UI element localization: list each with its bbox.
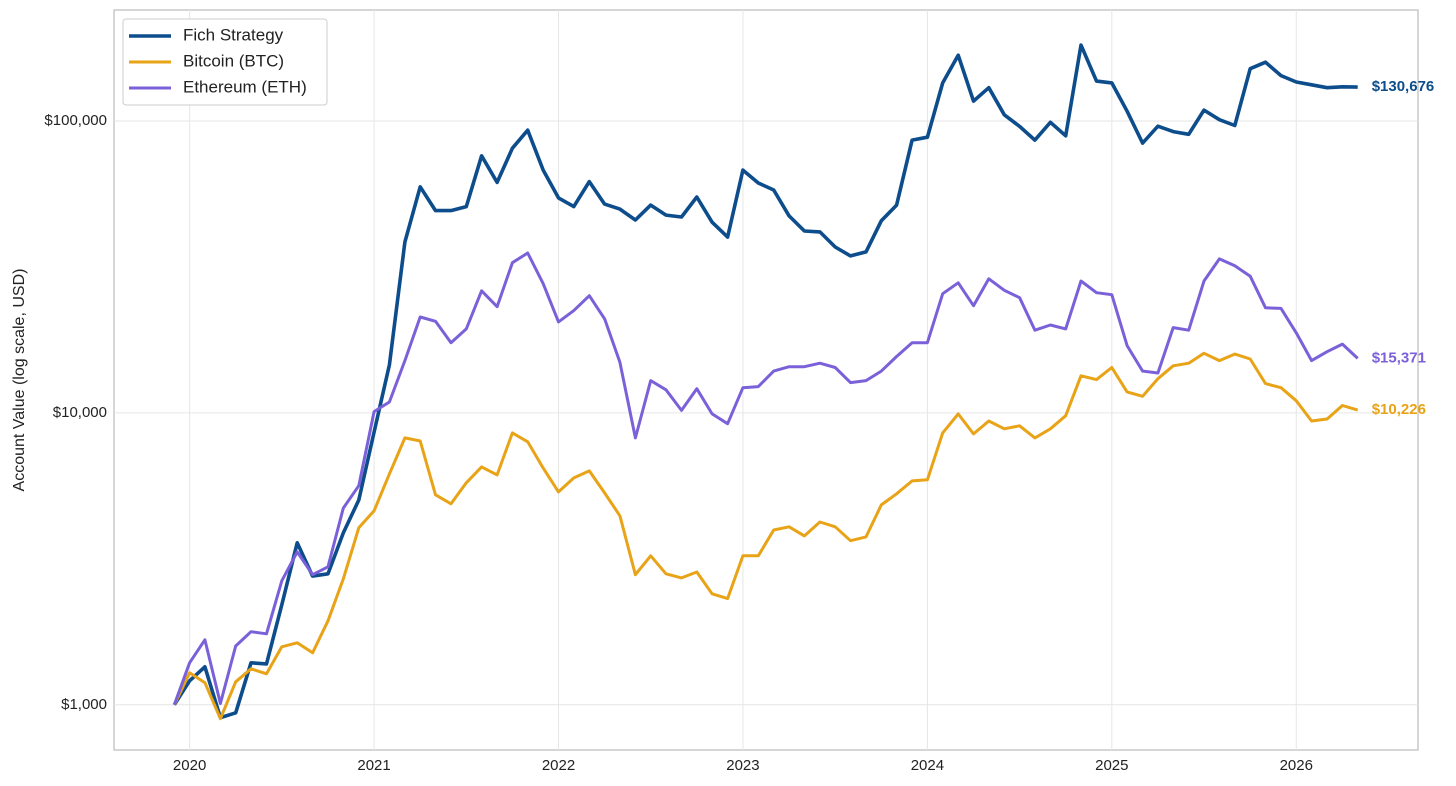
y-tick-label: $1,000 (61, 696, 107, 713)
x-tick-label: 2025 (1095, 757, 1128, 774)
x-tick-label: 2022 (542, 757, 575, 774)
series-line (172, 351, 1359, 721)
grid (114, 10, 1418, 750)
y-tick-label: $10,000 (53, 404, 107, 421)
series-line (172, 43, 1358, 720)
end-label: $15,371 (1372, 349, 1426, 366)
legend-label: Bitcoin (BTC) (183, 51, 284, 70)
series-line (172, 251, 1359, 706)
y-tick-label: $100,000 (44, 112, 107, 129)
legend: Fich Strategy Bitcoin (BTC) Ethereum (ETH) (122, 18, 328, 106)
legend-label: Ethereum (ETH) (183, 77, 307, 96)
legend-box (122, 18, 328, 106)
y-axis-label: Account Value (log scale, USD) (11, 269, 28, 492)
x-tick-label: 2020 (173, 757, 206, 774)
x-tick-label: 2023 (726, 757, 759, 774)
x-tick-label: 2021 (357, 757, 390, 774)
end-label: $10,226 (1372, 401, 1426, 418)
x-tick-label: 2026 (1280, 757, 1313, 774)
legend-label: Fich Strategy (183, 25, 284, 44)
x-tick-label: 2024 (911, 757, 944, 774)
end-label: $130,676 (1372, 78, 1435, 95)
